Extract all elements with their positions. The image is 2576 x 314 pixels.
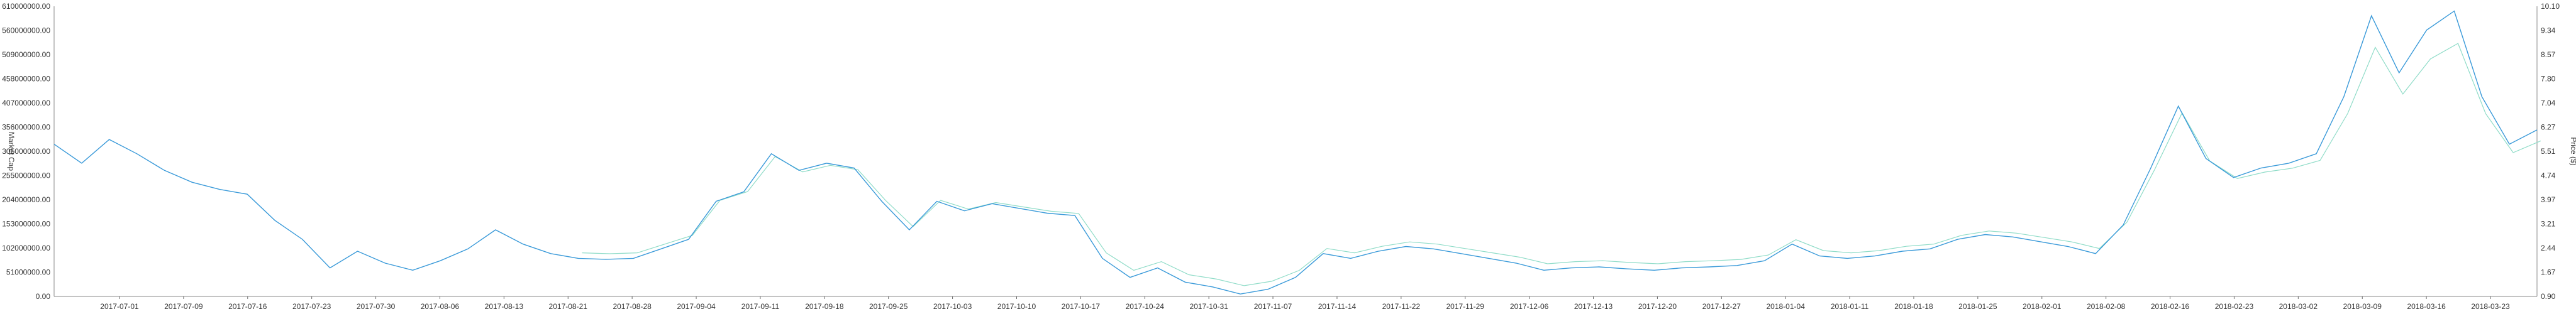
x-tick-label: 2017-07-09	[164, 302, 203, 311]
x-tick-label: 2018-01-18	[1894, 302, 1933, 311]
x-tick-label: 2018-01-04	[1766, 302, 1805, 311]
left-tick-label: 610000000.00	[2, 2, 50, 11]
x-tick-label: 2017-10-31	[1189, 302, 1228, 311]
left-tick-label: 0.00	[36, 292, 51, 301]
x-tick-label: 2017-08-06	[421, 302, 460, 311]
x-tick-label: 2017-09-11	[741, 302, 780, 311]
x-tick-label: 2017-12-27	[1702, 302, 1741, 311]
right-tick-label: 3.97	[2541, 195, 2556, 204]
left-tick-label: 51000000.00	[6, 268, 50, 277]
right-tick-label: 2.44	[2541, 244, 2556, 252]
x-axis-ticks: 2017-07-01 2017-07-09 2017-07-16 2017-07-23…	[100, 296, 2510, 311]
left-tick-label: 458000000.00	[2, 75, 50, 84]
x-tick-label: 2017-10-03	[933, 302, 972, 311]
left-tick-label: 356000000.00	[2, 123, 50, 132]
x-tick-label: 2017-07-30	[357, 302, 396, 311]
x-tick-label: 2017-12-06	[1510, 302, 1549, 311]
x-tick-label: 2018-02-16	[2151, 302, 2190, 311]
x-tick-label: 2017-11-22	[1382, 302, 1421, 311]
left-tick-label: 560000000.00	[2, 26, 50, 35]
left-tick-label: 255000000.00	[2, 171, 50, 180]
left-tick-label: 509000000.00	[2, 50, 50, 59]
x-tick-label: 2018-02-01	[2023, 302, 2062, 311]
x-tick-label: 2017-08-28	[613, 302, 652, 311]
left-tick-label: 305000000.00	[2, 147, 50, 156]
right-tick-label: 3.21	[2541, 220, 2556, 229]
x-tick-label: 2017-07-01	[100, 302, 139, 311]
market-cap-series-line	[53, 10, 2538, 295]
left-axis-ticks: 0.00 51000000.00 102000000.00 153000000.00 2…	[2, 2, 50, 301]
x-tick-label: 2017-09-04	[677, 302, 716, 311]
left-tick-label: 204000000.00	[2, 195, 50, 204]
left-axis-title: Market Cap	[7, 132, 16, 171]
right-axis-title: Price ($)	[2569, 137, 2576, 165]
right-tick-label: 9.34	[2541, 26, 2556, 35]
x-tick-label: 2017-11-29	[1446, 302, 1484, 311]
left-tick-label: 407000000.00	[2, 99, 50, 107]
left-tick-label: 153000000.00	[2, 220, 50, 229]
x-tick-label: 2017-12-13	[1574, 302, 1613, 311]
right-tick-label: 8.57	[2541, 50, 2556, 59]
x-tick-label: 2018-03-16	[2407, 302, 2446, 311]
x-tick-label: 2017-12-20	[1638, 302, 1677, 311]
right-tick-label: 10.10	[2541, 2, 2560, 11]
right-tick-label: 5.51	[2541, 147, 2556, 156]
x-tick-label: 2017-10-17	[1062, 302, 1101, 311]
right-axis-ticks: 0.90 1.67 2.44 3.21 3.97 4.74 5.51 6.27 7.04 7.80…	[2541, 2, 2560, 301]
right-tick-label: 4.74	[2541, 171, 2556, 180]
x-tick-label: 2017-11-07	[1254, 302, 1292, 311]
x-tick-label: 2017-10-10	[997, 302, 1036, 311]
x-tick-label: 2017-08-13	[485, 302, 524, 311]
x-tick-label: 2017-07-23	[292, 302, 331, 311]
x-tick-label: 2017-10-24	[1126, 302, 1165, 311]
x-tick-label: 2018-03-09	[2343, 302, 2382, 311]
x-tick-label: 2018-03-02	[2279, 302, 2318, 311]
x-tick-label: 2018-02-23	[2215, 302, 2254, 311]
left-tick-label: 102000000.00	[2, 244, 50, 252]
x-tick-label: 2017-09-18	[805, 302, 844, 311]
right-tick-label: 0.90	[2541, 292, 2556, 301]
x-tick-label: 2018-01-25	[1958, 302, 1997, 311]
price-series-line	[582, 43, 2541, 286]
x-tick-label: 2017-07-16	[228, 302, 267, 311]
x-tick-label: 2017-08-21	[549, 302, 588, 311]
x-tick-label: 2018-02-08	[2087, 302, 2126, 311]
right-tick-label: 1.67	[2541, 268, 2556, 277]
x-tick-label: 2018-03-23	[2471, 302, 2510, 311]
right-tick-label: 7.04	[2541, 99, 2556, 107]
right-tick-label: 6.27	[2541, 123, 2556, 132]
right-tick-label: 7.80	[2541, 75, 2556, 84]
x-tick-label: 2017-09-25	[869, 302, 908, 311]
x-tick-label: 2017-11-14	[1318, 302, 1357, 311]
x-tick-label: 2018-01-11	[1831, 302, 1869, 311]
